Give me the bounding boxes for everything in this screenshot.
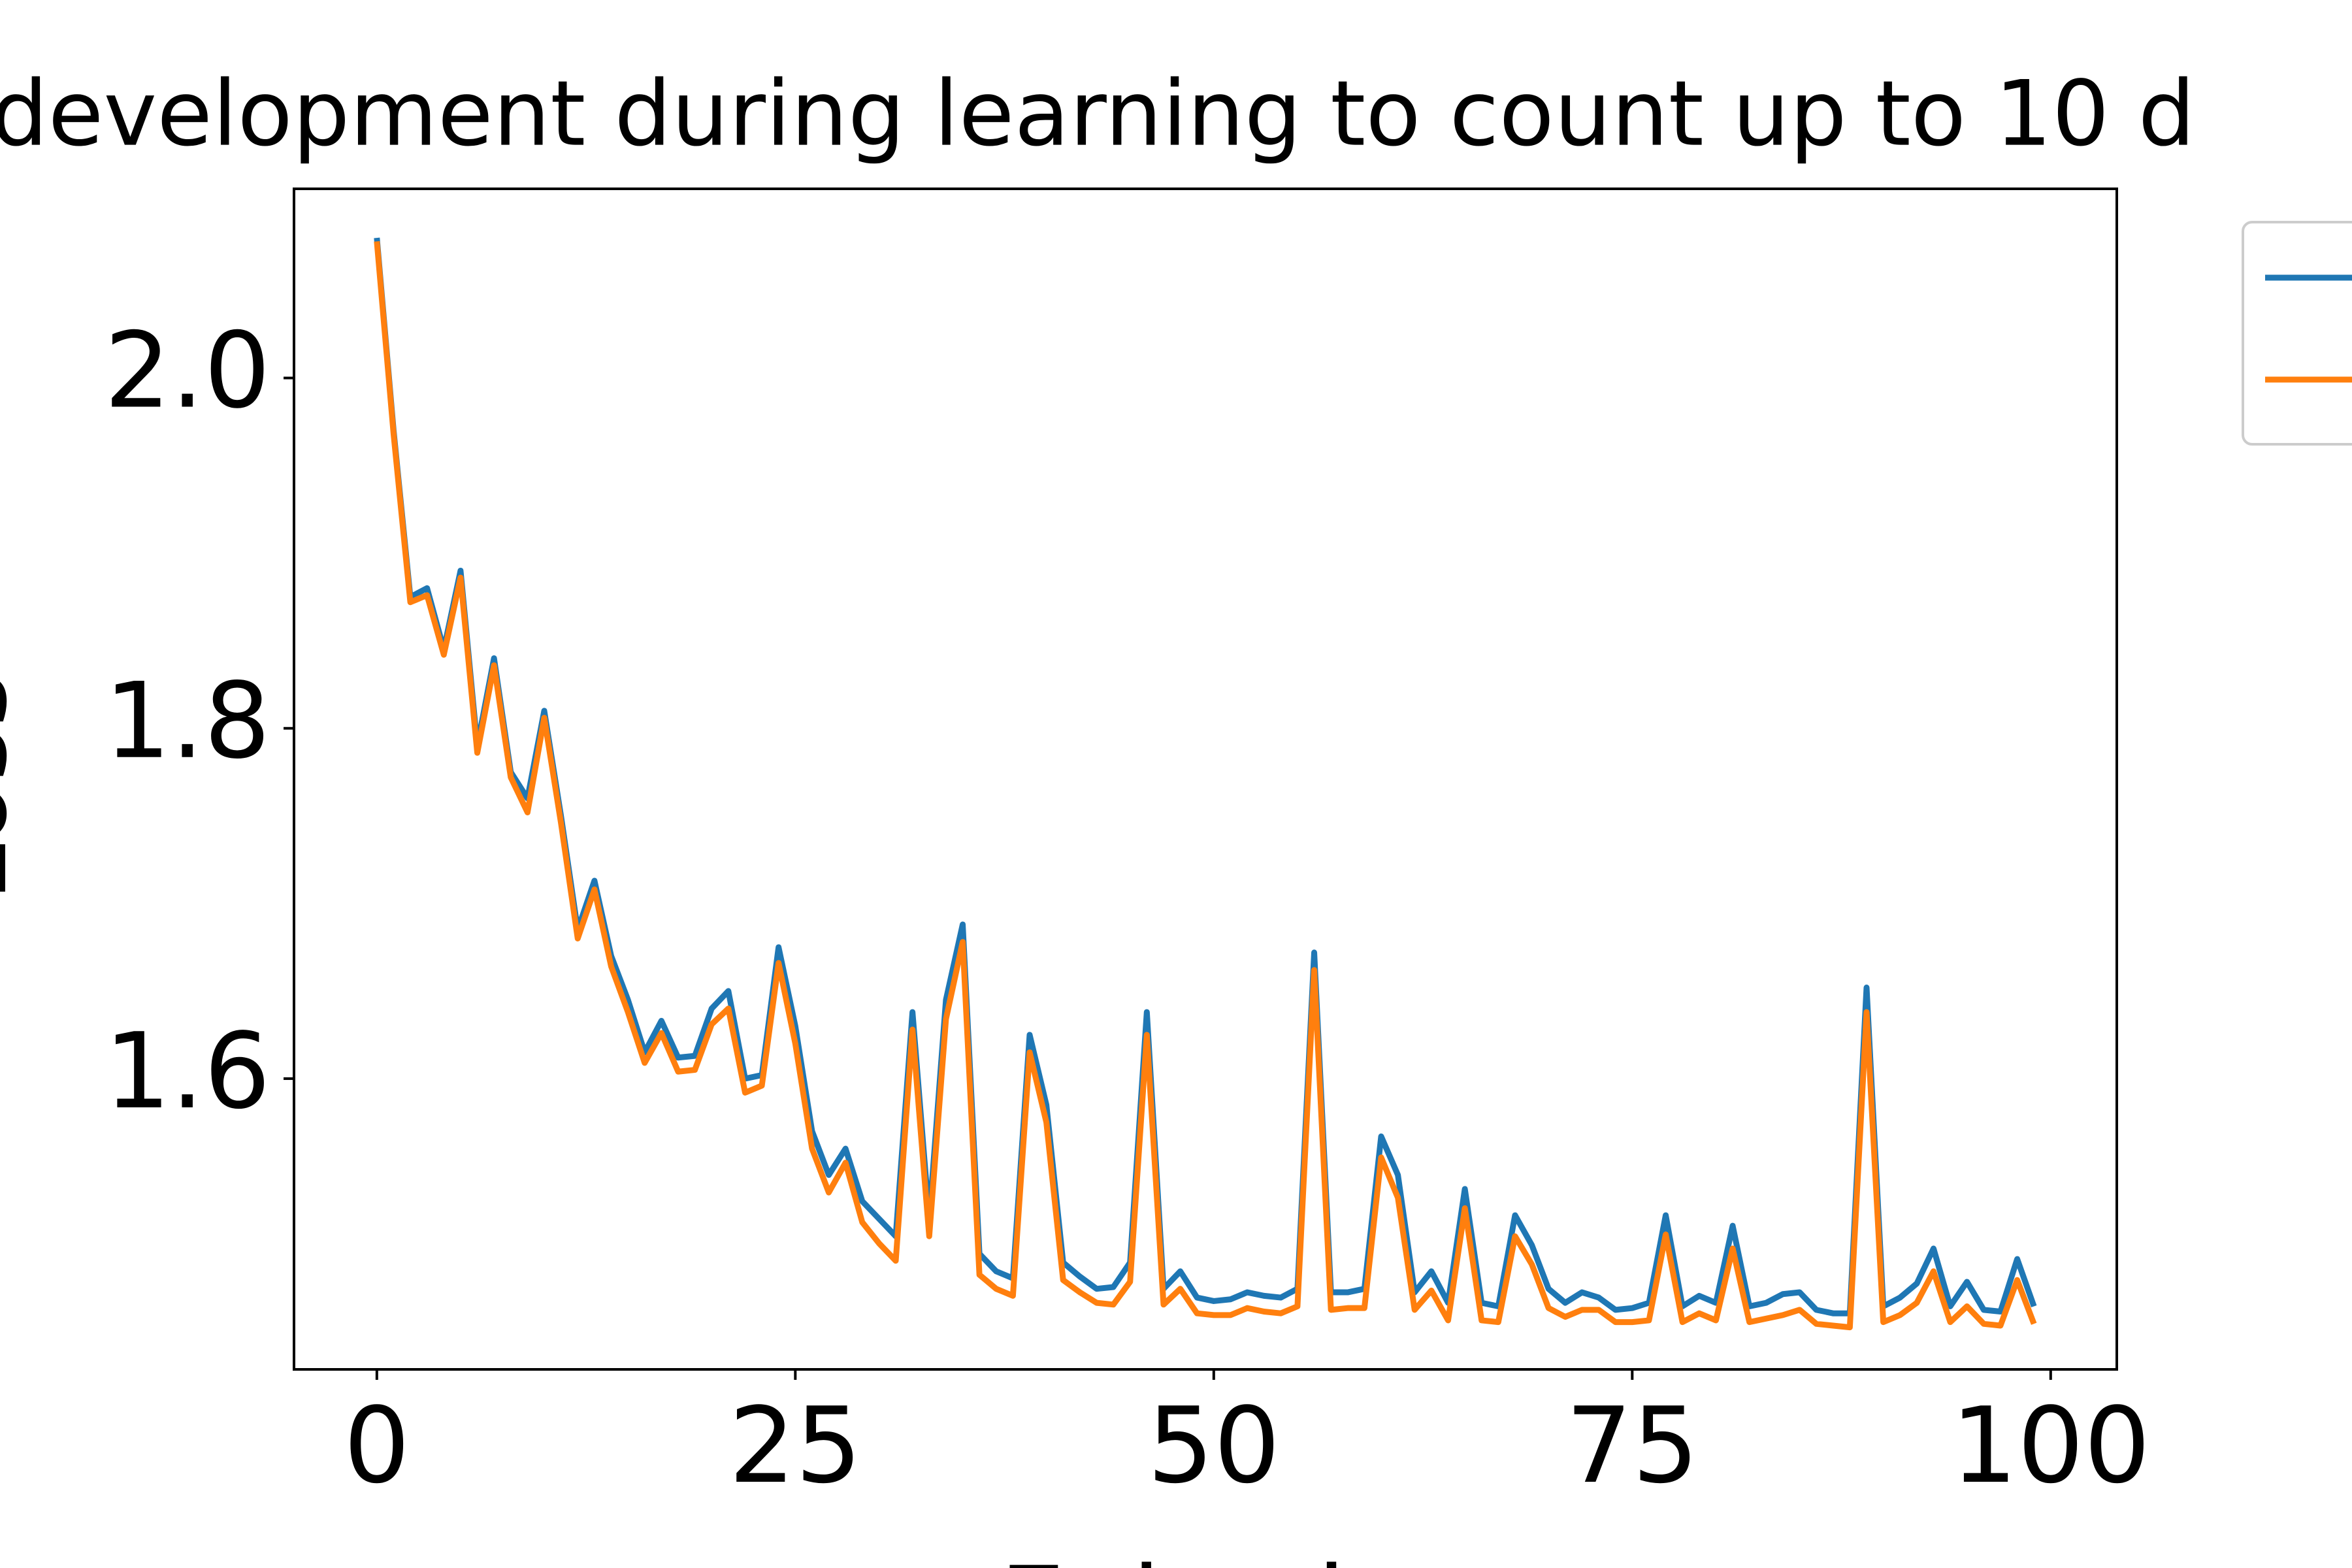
legend-box (2242, 221, 2352, 446)
x-tick-label: 50 (1147, 1384, 1281, 1507)
x-axis-label: Episode (1000, 1544, 1410, 1568)
x-tick-label: 25 (729, 1384, 862, 1507)
y-tick-label: 1.6 (105, 1010, 270, 1132)
series-line (374, 241, 2037, 1331)
y-tick-label: 1.8 (105, 660, 270, 782)
y-axis-label: Loss (0, 673, 30, 902)
x-tick-label: 0 (344, 1384, 410, 1507)
x-tick-label: 100 (1951, 1384, 2150, 1507)
x-tick-label: 75 (1566, 1384, 1699, 1507)
chart-title: development during learning to count up … (0, 61, 2195, 167)
y-tick-label: 2.0 (105, 309, 270, 431)
series-line (374, 237, 2037, 1316)
plot-frame (293, 188, 2118, 1371)
